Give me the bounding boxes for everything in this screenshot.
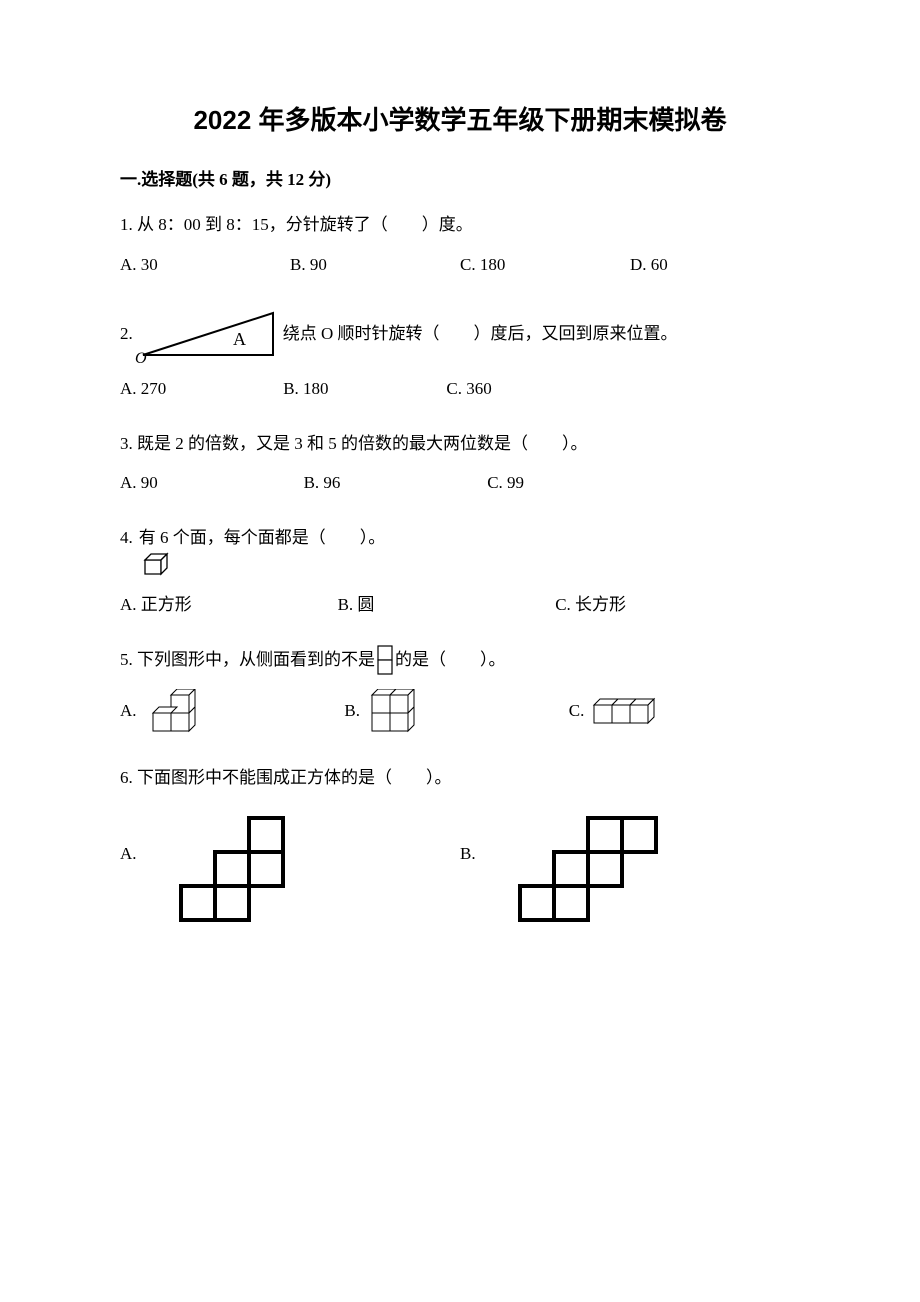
q1-opt-b: B. 90 [290,255,460,275]
question-4: 4. 有 6 个面，每个面都是（ ）。 [120,523,800,576]
q6-opt-a: A. [120,814,460,934]
q1-opt-c: C. 180 [460,255,630,275]
question-2-options: A. 270 B. 180 C. 360 [120,379,800,399]
q2-opt-b: B. 180 [283,379,446,399]
cube-icon [143,552,171,576]
question-6: 6. 下面图形中不能围成正方体的是（ ）。 [120,763,800,794]
q6-figure-a [145,814,325,934]
q2-suffix: 绕点 O 顺时针旋转（ ）度后，又回到原来位置。 [283,319,678,350]
q2-opt-c: C. 360 [446,379,609,399]
q1-opt-d: D. 60 [630,255,800,275]
question-1-options: A. 30 B. 90 C. 180 D. 60 [120,255,800,275]
q4-opt-b: B. 圆 [338,590,556,615]
triangle-icon: A O [133,305,283,365]
question-5: 5. 下列图形中，从侧面看到的不是 的是（ ）。 [120,645,800,676]
question-4-options: A. 正方形 B. 圆 C. 长方形 [120,590,800,615]
q5-opt-b: B. [344,689,568,733]
q3-opt-c: C. 99 [487,473,671,493]
two-square-icon [377,645,393,675]
q2-opt-a: A. 270 [120,379,283,399]
question-3-options: A. 90 B. 96 C. 99 [120,473,800,493]
q1-opt-a: A. 30 [120,255,290,275]
q5-suffix: 的是（ ）。 [395,645,506,676]
question-2: 2. A O 绕点 O 顺时针旋转（ ）度后，又回到原来位置。 [120,305,800,365]
triangle-label-a: A [233,329,246,349]
q5-opt-a: A. [120,689,344,733]
q2-prefix: 2. [120,319,133,350]
section-1-header: 一.选择题(共 6 题，共 12 分) [120,165,800,190]
q5-prefix: 5. 下列图形中，从侧面看到的不是 [120,645,375,676]
question-3: 3. 既是 2 的倍数，又是 3 和 5 的倍数的最大两位数是（ ）。 [120,429,800,460]
q5-opt-a-label: A. [120,701,137,721]
q4-prefix: 4. [120,523,133,554]
q6-figure-b [484,814,684,934]
q5-opt-c: C. [569,689,793,733]
question-1: 1. 从 8：00 到 8：15，分针旋转了（ ）度。 [120,210,800,241]
question-6-options: A. [120,814,800,934]
triangle-label-o: O [135,350,147,365]
q3-opt-a: A. 90 [120,473,304,493]
q5-opt-c-label: C. [569,701,585,721]
q6-opt-b: B. [460,814,800,934]
q3-opt-b: B. 96 [304,473,488,493]
q4-opt-a: A. 正方形 [120,590,338,615]
q4-mid: 有 6 个面，每个面都是（ ）。 [139,523,386,554]
q5-figure-b [364,689,444,733]
q6-opt-a-label: A. [120,844,137,864]
q6-opt-b-label: B. [460,844,476,864]
question-5-options: A. B. [120,689,800,733]
q5-figure-a [141,689,221,733]
exam-title: 2022 年多版本小学数学五年级下册期末模拟卷 [120,100,800,137]
q5-figure-c [588,695,688,727]
q4-opt-c: C. 长方形 [555,590,773,615]
q5-opt-b-label: B. [344,701,360,721]
